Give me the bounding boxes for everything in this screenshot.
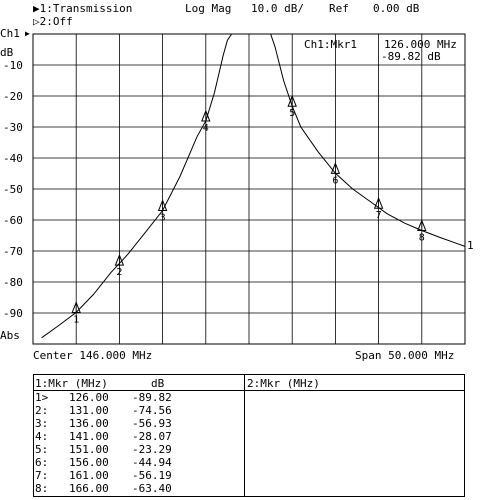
ref-pointer-icon: ▶	[25, 29, 30, 38]
table-divider	[244, 375, 245, 496]
row-freq: 141.00	[69, 430, 109, 443]
row-db: -23.29	[132, 443, 172, 456]
table-header-rule	[34, 390, 464, 391]
trace1-label[interactable]: ▶1:Transmission	[33, 2, 133, 15]
trace2-label[interactable]: ▷2:Off	[33, 15, 73, 28]
row-db: -89.82	[132, 391, 172, 404]
y-tick-label: -30	[3, 121, 23, 134]
row-freq: 131.00	[69, 404, 109, 417]
marker-label: 8	[419, 233, 425, 244]
row-db: -56.93	[132, 417, 172, 430]
marker-label: 4	[203, 123, 209, 134]
marker-6: 6	[330, 161, 341, 186]
row-db: -28.07	[132, 430, 172, 443]
row-id: 7:	[35, 469, 49, 482]
span-label: Span 50.000 MHz	[355, 349, 455, 362]
row-db: -63.40	[132, 482, 172, 495]
row-freq: 166.00	[69, 482, 109, 495]
row-freq: 136.00	[69, 417, 109, 430]
format-label: Log Mag	[185, 2, 232, 15]
row-db: -74.56	[132, 404, 172, 417]
row-freq: 151.00	[69, 443, 109, 456]
row-freq: 156.00	[69, 456, 109, 469]
marker-label: 1	[73, 314, 79, 325]
y-tick-labels: -10 -20 -30 -40 -50 -60 -70 -80 -90	[3, 59, 23, 320]
marker-7: 7	[373, 196, 384, 221]
marker-label: 2	[116, 267, 122, 278]
channel-label: Ch1	[0, 27, 20, 40]
trace-end-label: 1	[467, 239, 474, 252]
marker-label: 5	[289, 108, 295, 119]
marker-label: 7	[376, 210, 382, 221]
marker-8: 8	[417, 219, 427, 244]
transmission-trace	[41, 33, 466, 339]
marker-2: 2	[114, 253, 125, 278]
abs-label: Abs	[0, 329, 20, 342]
row-id: 1>	[35, 391, 49, 404]
transmission-plot[interactable]: -10 -20 -30 -40 -50 -60 -70 -80 -90 1 2 3 4 5 6 7 8	[0, 0, 486, 360]
marker-label: 6	[332, 175, 338, 186]
row-id: 6:	[35, 456, 49, 469]
y-tick-label: -20	[3, 90, 23, 103]
y-tick-label: -40	[3, 152, 23, 165]
ref-value: 0.00 dB	[373, 2, 420, 15]
row-id: 3:	[35, 417, 49, 430]
right-table-header: 2:Mkr (MHz)	[247, 377, 320, 390]
y-tick-label: -10	[3, 59, 23, 72]
center-label: Center 146.000 MHz	[33, 349, 153, 362]
y-tick-label: -50	[3, 183, 23, 196]
row-db: -44.94	[132, 456, 172, 469]
y-tick-label: -60	[3, 214, 23, 227]
y-tick-label: -70	[3, 245, 23, 258]
row-id: 2:	[35, 404, 49, 417]
marker-label: 3	[160, 212, 166, 223]
marker-1: 1	[71, 301, 81, 325]
marker-readout-freq: 126.000 MHz	[384, 38, 457, 51]
unit-label: dB	[0, 46, 14, 59]
marker-table: 1:Mkr (MHz) dB 2:Mkr (MHz) 1> 126.00 -89.8…	[33, 374, 465, 497]
ref-label: Ref	[329, 2, 349, 15]
row-db: -56.19	[132, 469, 172, 482]
left-table-header: 1:Mkr (MHz)	[35, 377, 108, 390]
y-tick-label: -80	[3, 276, 23, 289]
marker-4: 4	[201, 109, 211, 134]
marker-5: 5	[287, 94, 297, 119]
marker-group: 1 2 3 4 5 6 7 8	[71, 94, 427, 325]
marker-readout-label: Ch1:Mkr1	[304, 38, 357, 51]
left-table-unit: dB	[151, 377, 165, 390]
scale-label: 10.0 dB/	[251, 2, 304, 15]
marker-readout-value: -89.82 dB	[381, 50, 441, 63]
trace-line	[41, 33, 466, 339]
row-freq: 161.00	[69, 469, 109, 482]
row-id: 5:	[35, 443, 49, 456]
row-id: 4:	[35, 430, 49, 443]
row-freq: 126.00	[69, 391, 109, 404]
y-tick-label: -90	[3, 307, 23, 320]
marker-3: 3	[157, 199, 168, 223]
row-id: 8:	[35, 482, 49, 495]
plot-grid	[32, 33, 466, 345]
